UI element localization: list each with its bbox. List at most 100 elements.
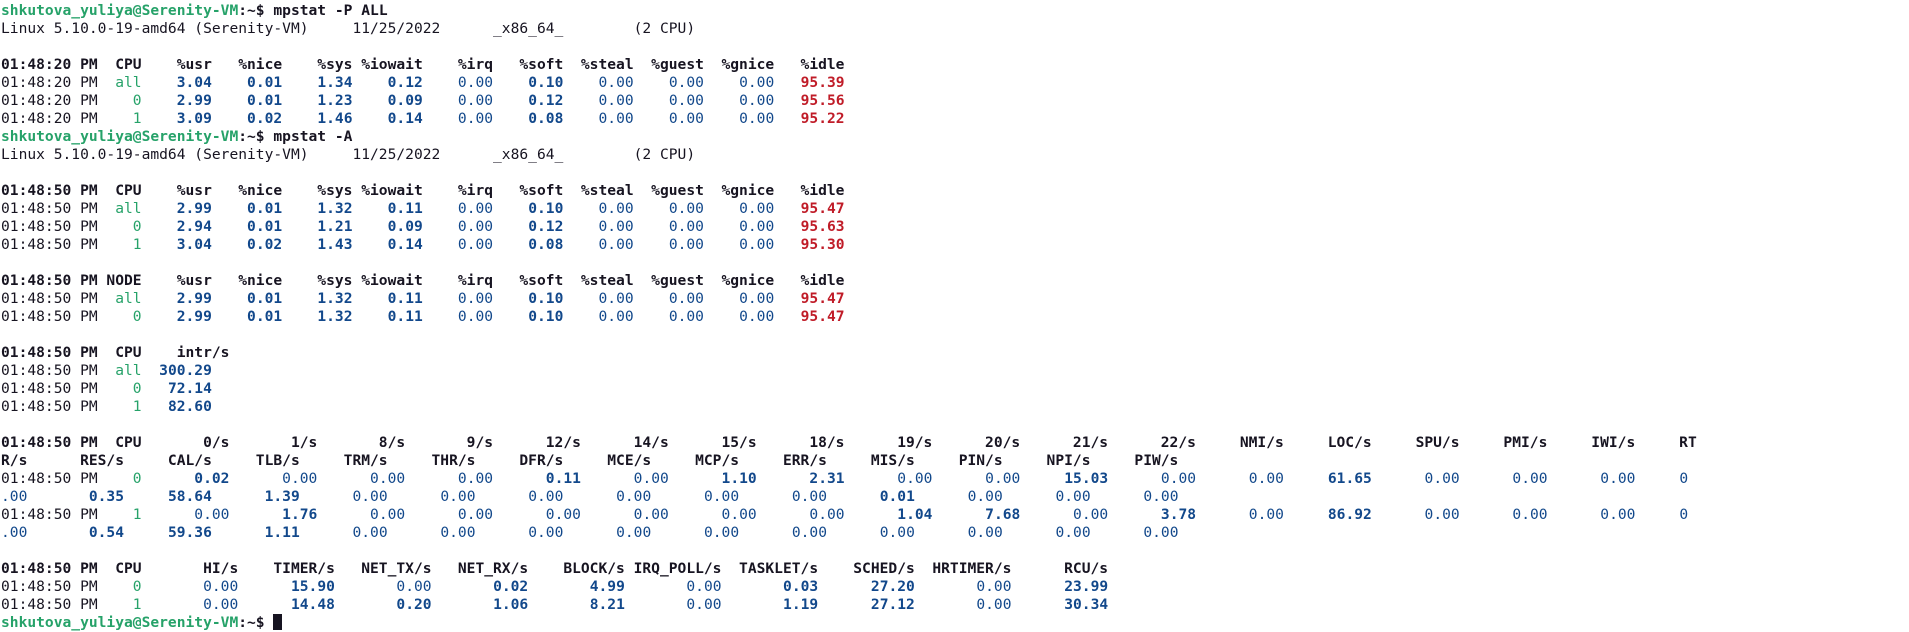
terminal-text: 01:48:50 PM CPU 0/s 1/s 8/s 9/s 12/s 14/… [1,434,1697,451]
terminal-text: 2.99 [141,200,212,217]
terminal-text: 0.00 [703,200,775,217]
terminal-text: 0.02 [141,470,230,487]
terminal-text: 0.00 [739,524,828,541]
terminal-text: 0.02 [211,110,283,127]
terminal-text: 0.00 [1371,470,1460,487]
terminal-text: 1.11 [211,524,300,541]
terminal-text: 0.00 [633,218,704,235]
terminal-text: 0.11 [352,308,423,325]
terminal-text: 0.00 [703,308,775,325]
terminal-text: 0.14 [352,236,423,253]
terminal-line: R/s RES/s CAL/s TLB/s TRM/s THR/s DFR/s … [1,452,1909,470]
terminal-text: 01:48:50 PM CPU HI/s TIMER/s NET_TX/s NE… [1,560,1109,577]
terminal-text: 0.00 [1459,470,1548,487]
terminal-text: :~$ mpstat -A [238,128,353,145]
terminal-line: 01:48:50 PM 1 0.00 14.48 0.20 1.06 8.21 … [1,596,1909,614]
terminal-text: 0.00 [827,524,915,541]
terminal-line: 01:48:50 PM 1 3.04 0.02 1.43 0.14 0.00 0… [1,236,1909,254]
terminal-text: 01:48:50 PM [1,398,98,415]
terminal-text: 0.00 [633,200,704,217]
terminal-text: 0.00 [1547,470,1636,487]
terminal-text: 2.31 [756,470,845,487]
terminal-line: 01:48:50 PM 1 82.60 [1,398,1909,416]
terminal-text: 0.12 [493,92,564,109]
terminal-text: 2.99 [141,308,212,325]
shell-prompt: shkutova_yuliya@Serenity-VM [1,128,239,145]
terminal-text: 0.00 [703,236,775,253]
terminal-text: 0.00 [844,470,933,487]
terminal-text: 95.47 [774,308,845,325]
terminal-text: 0.00 [703,290,775,307]
terminal-line: 01:48:50 PM all 2.99 0.01 1.32 0.11 0.00… [1,290,1909,308]
terminal-line: 01:48:50 PM 0 72.14 [1,380,1909,398]
terminal-text: 0.00 [563,488,652,505]
terminal-text: 1.76 [229,506,318,523]
shell-prompt: shkutova_yuliya@Serenity-VM [1,2,239,19]
terminal-text: 59.36 [124,524,212,541]
terminal-text: 1.23 [282,92,353,109]
terminal-text: 0.10 [493,200,564,217]
terminal-text: 0.00 [1459,506,1548,523]
terminal-line: 01:48:50 PM CPU HI/s TIMER/s NET_TX/s NE… [1,560,1909,578]
terminal-text: 0.00 [141,506,230,523]
terminal-text: 0.00 [1090,524,1179,541]
terminal-text: .00 [1,488,28,505]
terminal-text: 0.00 [703,92,775,109]
terminal-text: 0.12 [352,74,423,91]
terminal-text: 01:48:20 PM [1,92,98,109]
terminal-text: 0.01 [211,290,283,307]
terminal-text: 1.32 [282,200,353,217]
terminal-text: 1 [97,236,142,253]
terminal-text: 95.30 [774,236,845,253]
terminal-text: 0.00 [624,578,722,595]
terminal-text: 86.92 [1283,506,1372,523]
terminal-text: 1.43 [282,236,353,253]
terminal-text: 0 [1635,470,1689,487]
terminal-text: 0.10 [493,290,564,307]
terminal-text: 0.00 [914,488,1003,505]
terminal-text: 0.00 [1196,470,1284,487]
terminal-text: 0.00 [1196,506,1284,523]
terminal-text: 0.00 [624,596,722,613]
terminal-text: 0.00 [563,290,634,307]
terminal-text: 1 [97,398,142,415]
terminal-text: 0.11 [352,200,423,217]
terminal-line: 01:48:50 PM 0 0.00 15.90 0.00 0.02 4.99 … [1,578,1909,596]
terminal-text: 27.20 [818,578,915,595]
terminal-text: all [97,362,142,379]
terminal-text: 0.00 [334,578,432,595]
terminal-text: 0.00 [739,488,828,505]
terminal-text: 0.01 [211,92,283,109]
terminal-text: 01:48:20 PM [1,110,98,127]
terminal-text: 7.68 [932,506,1021,523]
terminal-text: 0.10 [493,308,564,325]
terminal-text: 0.00 [299,524,388,541]
terminal-text: 0.00 [422,218,494,235]
terminal-line: 01:48:50 PM NODE %usr %nice %sys %iowait… [1,272,1909,290]
terminal-line [1,416,1909,434]
terminal-text: 1.06 [431,596,529,613]
terminal-text: 01:48:50 PM [1,236,98,253]
terminal-text: 0.09 [352,92,423,109]
terminal-text: 8.21 [528,596,625,613]
terminal-text: 0.00 [141,578,239,595]
terminal-text: 0.14 [352,110,423,127]
terminal-text: 95.39 [774,74,845,91]
terminal-text: 0.00 [1002,488,1091,505]
terminal-text: 01:48:20 PM [1,74,98,91]
terminal-text: 0.00 [422,290,494,307]
terminal-text: 0.00 [580,470,669,487]
terminal-line: 01:48:50 PM all 2.99 0.01 1.32 0.11 0.00… [1,200,1909,218]
terminal-text: all [97,74,142,91]
terminal-text: 0.00 [703,74,775,91]
terminal-line [1,254,1909,272]
terminal-text: 2.94 [141,218,212,235]
terminal-line: 01:48:50 PM 1 0.00 1.76 0.00 0.00 0.00 0… [1,506,1909,524]
terminal-text: 0.10 [493,74,564,91]
terminal-text: 0.01 [211,308,283,325]
terminal-text: 0.54 [27,524,125,541]
terminal-line: .00 0.35 58.64 1.39 0.00 0.00 0.00 0.00 … [1,488,1909,506]
terminal-line: shkutova_yuliya@Serenity-VM:~$ mpstat -P… [1,2,1909,20]
terminal-text: 0.00 [633,92,704,109]
